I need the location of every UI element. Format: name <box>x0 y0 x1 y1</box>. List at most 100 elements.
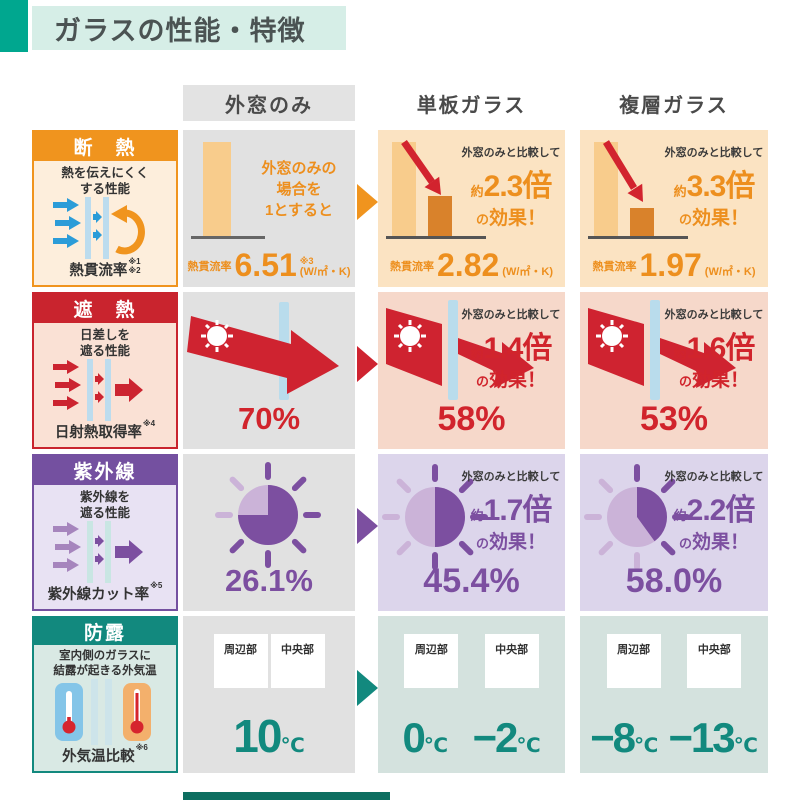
sun-pie-graphic <box>584 464 690 570</box>
insulation-desc-line1: 熱を伝えにくく <box>61 165 149 180</box>
uv-metric-label: 紫外線カット率 <box>47 587 150 603</box>
effect-prefix: の <box>678 212 692 227</box>
effect-word: 効果！ <box>489 532 547 553</box>
sun-arrow-graphic <box>187 302 339 400</box>
comparison-factor: 約1.4倍 <box>461 323 561 367</box>
temp-center: −13℃ <box>668 717 757 759</box>
uvalue-number: 2.82 <box>437 247 500 284</box>
box-center: 中央部 <box>270 634 325 688</box>
factor-prefix: 約 <box>673 508 687 523</box>
comparison-block: 外窓のみと比較して 約2.3倍 の効果！ <box>461 144 561 230</box>
glass-area-boxes: 周辺部 中央部 <box>183 634 355 688</box>
uv-metric-notes: ※5 <box>150 581 162 590</box>
single-temperatures: 0℃ −2℃ <box>378 717 565 759</box>
uv-metric-note1: ※5 <box>150 581 163 590</box>
effect-prefix: の <box>678 536 692 551</box>
condensation-baseline-panel: 周辺部 中央部 10 ℃ <box>183 616 355 773</box>
effect-word: 効果！ <box>489 370 547 391</box>
insulation-metric-notes: ※1 ※2 <box>128 257 140 275</box>
uv-single-value: 45.4% <box>423 562 520 600</box>
factor-prefix: 約 <box>673 184 687 199</box>
comparison-block: 外窓のみと比較して 約3.3倍 の効果！ <box>664 144 764 230</box>
uv-description: 紫外線を 遮る性能 <box>80 489 130 522</box>
temp-unit: ℃ <box>280 735 305 757</box>
condensation-desc-line1: 室内側のガラスに <box>59 650 151 663</box>
effect-word: 効果！ <box>692 532 750 553</box>
temp-number: 10 <box>233 710 282 762</box>
condensation-double-panel: 周辺部 中央部 −8℃ −13℃ <box>580 616 768 773</box>
flow-arrow-icon <box>357 346 378 382</box>
factor-prefix: 約 <box>470 508 484 523</box>
box-perimeter: 周辺部 <box>213 634 268 688</box>
comparison-effect: の効果！ <box>461 527 561 554</box>
effect-prefix: の <box>475 374 489 389</box>
condensation-header: 防露 <box>34 618 176 646</box>
effect-prefix: の <box>475 536 489 551</box>
uvalue-label: 熱貫流率 <box>390 261 434 273</box>
comparison-effect: の効果！ <box>664 527 764 554</box>
row-insulation: 断 熱 熱を伝えにくく する性能 <box>0 130 800 287</box>
temp-number: 0 <box>402 714 425 761</box>
uvalue-unit-stack: ※3 (W/㎡・K) <box>299 255 351 278</box>
temp-unit: ℃ <box>423 735 449 757</box>
insulation-metric-note1: ※1 <box>128 257 141 266</box>
temp-number: −2 <box>472 714 518 761</box>
glass-area-boxes: 周辺部 中央部 <box>580 634 768 688</box>
temp-unit: ℃ <box>516 735 541 757</box>
comparison-caption: 外窓のみと比較して <box>461 309 561 321</box>
box-perimeter: 周辺部 <box>404 634 459 688</box>
shading-baseline-value: 70% <box>237 401 301 436</box>
column-header-double: 複層ガラス <box>619 94 729 117</box>
uv-icon <box>53 521 143 583</box>
page-title: ガラスの性能・特徴 <box>54 15 306 46</box>
condensation-metric-notes: ※6 <box>136 743 148 752</box>
insulation-desc-line2: する性能 <box>79 181 130 196</box>
baseline-bar-chart <box>191 142 265 239</box>
temp-center: −2℃ <box>472 717 540 759</box>
shading-single-panel: 外窓のみと比較して 約1.4倍 の効果！ 58% <box>378 292 565 449</box>
effect-word: 効果！ <box>489 208 547 229</box>
sun-pie-graphic <box>382 464 488 570</box>
comparison-factor: 約1.7倍 <box>461 485 561 529</box>
condensation-metric-label: 外気温比較 <box>62 749 135 765</box>
shading-single-value: 58% <box>437 400 506 438</box>
factor-value: 1.4倍 <box>483 332 553 365</box>
uvalue-label: 熱貫流率 <box>187 261 232 273</box>
flow-arrow-icon <box>357 508 378 544</box>
shading-description: 日差しを 遮る性能 <box>80 327 130 360</box>
comparison-caption: 外窓のみと比較して <box>461 471 561 483</box>
condensation-icon-wrap <box>53 679 157 745</box>
uv-desc-line2: 遮る性能 <box>79 505 130 520</box>
double-temperatures: −8℃ −13℃ <box>580 717 768 759</box>
comparison-effect: の効果！ <box>664 203 764 230</box>
temp-unit: ℃ <box>634 735 659 757</box>
shading-desc-line1: 日差しを <box>79 327 130 342</box>
shading-icon-wrap <box>53 359 157 421</box>
factor-value: 2.3倍 <box>483 170 553 203</box>
row-uv: 紫外線 紫外線を 遮る性能 <box>0 454 800 611</box>
comparison-block: 外窓のみと比較して 約2.2倍 の効果！ <box>664 468 764 554</box>
uvalue-note: ※3 <box>299 255 314 266</box>
comparison-block: 外窓のみと比較して 約1.7倍 の効果！ <box>461 468 561 554</box>
uv-double-panel: 外窓のみと比較して 約2.2倍 の効果！ 58.0% <box>580 454 768 611</box>
insulation-icon-wrap <box>53 197 157 259</box>
factor-value: 2.2倍 <box>686 494 756 527</box>
factor-prefix: 約 <box>470 184 484 199</box>
insulation-icon <box>53 197 145 259</box>
temp-perimeter: 0℃ <box>402 717 448 759</box>
sun-pie-graphic <box>215 462 321 568</box>
shading-metric-label: 日射熱取得率 <box>54 425 142 441</box>
effect-prefix: の <box>678 374 692 389</box>
factor-prefix: 約 <box>470 346 484 361</box>
insulation-double-panel: 外窓のみと比較して 約3.3倍 の効果！ 熱貫流率 1.97 (W/㎡・K) <box>580 130 768 287</box>
comparison-block: 外窓のみと比較して 約1.4倍 の効果！ <box>461 306 561 392</box>
flow-arrow-icon <box>357 670 378 706</box>
temp-number: −8 <box>590 714 636 761</box>
sun-arrow-graphic <box>588 300 736 400</box>
insulation-baseline-panel: 外窓のみの 場合を 1とすると 熱貫流率 6.51 ※3 (W/㎡・K) <box>183 130 355 287</box>
condensation-single-panel: 周辺部 中央部 0℃ −2℃ <box>378 616 565 773</box>
uvalue-label: 熱貫流率 <box>592 261 637 273</box>
effect-prefix: の <box>475 212 489 227</box>
page-title-band: ガラスの性能・特徴 <box>32 6 346 50</box>
box-center: 中央部 <box>484 634 539 688</box>
